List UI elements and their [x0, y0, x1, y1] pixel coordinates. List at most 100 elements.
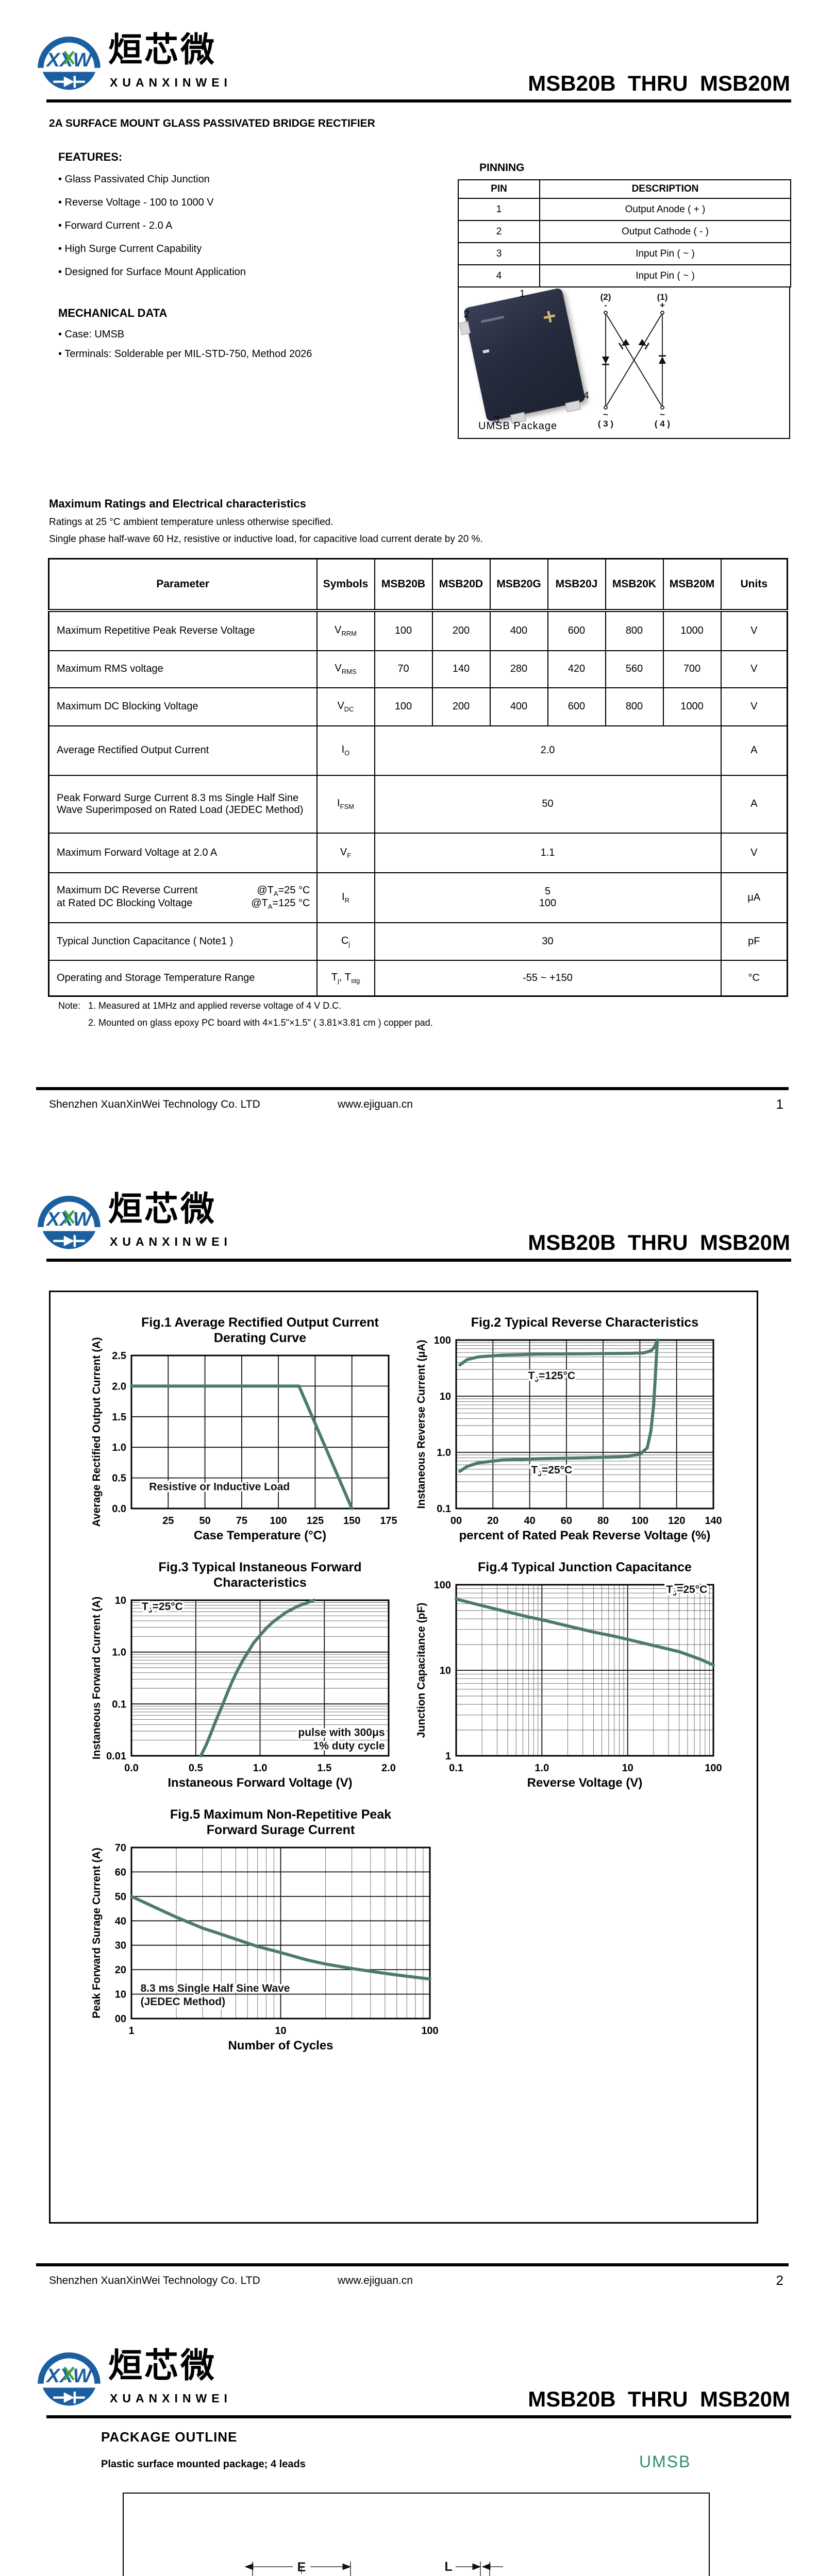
footer-url: www.ejiguan.cn — [338, 1098, 413, 1110]
svg-text:XXW: XXW — [45, 49, 93, 71]
footer-url: www.ejiguan.cn — [338, 2275, 413, 2286]
svg-text:150: 150 — [343, 1515, 360, 1527]
fig2-reverse-characteristics-chart: 00 20 40 60 80 100 120 140 0.1 1.0 10 100 Fig.2 Typi… — [412, 1311, 722, 1548]
svg-text:00: 00 — [115, 2013, 126, 2025]
svg-text:40: 40 — [115, 1916, 126, 1927]
mech-item: • Case: UMSB — [58, 329, 125, 340]
svg-text:100: 100 — [631, 1515, 648, 1527]
svg-text:1.0: 1.0 — [535, 1762, 549, 1774]
svg-text:2.0: 2.0 — [112, 1381, 126, 1392]
svg-text:10: 10 — [275, 2025, 286, 2037]
package-label: UMSB Package — [478, 420, 558, 432]
col-msb20d: MSB20D — [431, 558, 491, 612]
pinning-col-desc: DESCRIPTION — [539, 179, 791, 199]
feature-item: • Glass Passivated Chip Junction — [58, 174, 210, 185]
pin-desc: Output Anode ( + ) — [539, 198, 791, 221]
svg-text:10: 10 — [440, 1665, 451, 1676]
svg-text:10: 10 — [440, 1391, 451, 1402]
ratings-cond1: Ratings at 25 °C ambient temperature unl… — [49, 517, 333, 528]
note-line2: 2. Mounted on glass epoxy PC board with … — [88, 1018, 433, 1028]
svg-text:1: 1 — [445, 1751, 451, 1762]
table-row: Peak Forward Surge Current 8.3 ms Single… — [48, 774, 788, 834]
chip-plus-mark: + — [540, 303, 559, 331]
svg-text:100: 100 — [434, 1335, 451, 1346]
svg-text:25: 25 — [162, 1515, 174, 1527]
bridge-circuit-diagram: (2)- (1)+ ~( 3 ) ~( 4 ) — [598, 292, 670, 429]
pinning-heading: PINNING — [479, 162, 525, 174]
svg-text:Case Temperature (°C): Case Temperature (°C) — [194, 1529, 326, 1543]
header-rule — [46, 99, 791, 103]
svg-text:pulse with 300μs: pulse with 300μs — [298, 1727, 385, 1739]
table-row: Operating and Storage Temperature Range … — [48, 959, 788, 997]
svg-text:+: + — [660, 300, 665, 310]
svg-text:140: 140 — [705, 1515, 722, 1527]
footer-rule — [36, 2263, 789, 2266]
col-msb20k: MSB20K — [605, 558, 664, 612]
svg-text:E: E — [297, 2560, 306, 2574]
svg-text:125: 125 — [307, 1515, 324, 1527]
svg-text:100: 100 — [434, 1580, 451, 1591]
svg-text:1.5: 1.5 — [112, 1412, 126, 1423]
svg-text:TJ​=25°C: TJ​=25°C — [142, 1601, 183, 1614]
svg-text:Fig.3 Typical Instaneous Forw: Fig.3 Typical Instaneous Forward — [158, 1560, 361, 1574]
mech-item: • Terminals: Solderable per MIL-STD-750,… — [58, 348, 312, 360]
fig4-junction-capacitance-chart: 0.1 1.0 10 100 1 10 100 Fig.4 Typical Junction … — [412, 1556, 722, 1795]
chip-lead — [459, 321, 471, 335]
svg-text:Fig.1 Average Rectified Outpu: Fig.1 Average Rectified Output Current — [141, 1315, 379, 1330]
doc-title: MSB20B THRU MSB20M — [528, 71, 790, 95]
brand-logo: XXW 烜芯微 XUANXINWEI — [36, 1188, 325, 1260]
svg-text:L: L — [444, 2560, 452, 2574]
svg-text:1% duty cycle: 1% duty cycle — [313, 1740, 385, 1752]
pin-desc: Input Pin ( ~ ) — [539, 264, 791, 287]
svg-text:Forward Surage Current: Forward Surage Current — [207, 1823, 355, 1837]
svg-text:Peak Forward Surage Current (A: Peak Forward Surage Current (A) — [91, 1848, 103, 2018]
svg-text:Resistive or Inductive Load: Resistive or Inductive Load — [149, 1481, 290, 1493]
svg-text:120: 120 — [668, 1515, 685, 1527]
svg-text:(JEDEC Method): (JEDEC Method) — [141, 1996, 226, 2008]
chip-minus-mark: - — [479, 335, 493, 364]
brand-name-en: XUANXINWEI — [110, 76, 232, 89]
svg-text:0.01: 0.01 — [106, 1751, 126, 1762]
svg-text:100: 100 — [421, 2025, 438, 2037]
pin-number: 4 — [458, 264, 540, 287]
svg-text:0.0: 0.0 — [124, 1762, 139, 1774]
brand-logo-icon: XXW — [38, 31, 101, 92]
svg-text:Fig.2 Typical Reverse Charact: Fig.2 Typical Reverse Characteristics — [471, 1315, 698, 1330]
brand-name-en: XUANXINWEI — [110, 2392, 232, 2405]
svg-text:60: 60 — [115, 1867, 126, 1878]
svg-text:1: 1 — [128, 2025, 134, 2037]
svg-text:Number of Cycles: Number of Cycles — [228, 2039, 333, 2053]
svg-text:8.3 ms Single Half Sine Wave: 8.3 ms Single Half Sine Wave — [141, 1982, 290, 1994]
svg-text:2.5: 2.5 — [112, 1350, 126, 1362]
brand-name-zh: 烜芯微 — [108, 2346, 216, 2384]
pinning-col-pin: PIN — [458, 179, 540, 199]
fig5-surge-current-chart: 1 10 100 00 10 20 30 40 50 60 70 Fig.5 Maximum Non-… — [88, 1803, 439, 2058]
svg-text:0.5: 0.5 — [189, 1762, 203, 1774]
photo-pin1-label: 1 — [520, 289, 525, 299]
mechanical-data-heading: MECHANICAL DATA — [58, 307, 168, 319]
table-row: Maximum Repetitive Peak Reverse Voltage … — [48, 609, 788, 651]
table-row: Maximum Forward Voltage at 2.0 A VF 1.1 … — [48, 832, 788, 873]
svg-text:0.5: 0.5 — [112, 1473, 126, 1484]
photo-pin3-label: 3 — [494, 414, 499, 425]
svg-text:( 3 ): ( 3 ) — [598, 419, 613, 429]
svg-text:70: 70 — [115, 1842, 126, 1854]
svg-text:50: 50 — [199, 1515, 210, 1527]
svg-text:~: ~ — [660, 410, 665, 419]
pin-number: 3 — [458, 242, 540, 265]
svg-text:20: 20 — [115, 1964, 126, 1976]
svg-text:1.0: 1.0 — [112, 1442, 126, 1453]
brand-logo-icon: XXW — [38, 1190, 101, 1251]
photo-pin2-label: 2 — [464, 309, 470, 320]
svg-text:1.0: 1.0 — [437, 1447, 451, 1459]
package-outline-drawing: E b D L e C A ∠ALL ROUND E1 ≡ V Ⓜ A — [244, 2560, 503, 2576]
fig1-derating-curve-chart: 25 50 75 100 125 150 175 0.0 0.5 1.0 1.5 2.0 2.5 Fig.… — [88, 1311, 397, 1548]
brand-name-zh: 烜芯微 — [108, 1190, 216, 1228]
svg-text:Instaneous Forward Current (A): Instaneous Forward Current (A) — [91, 1597, 103, 1759]
svg-text:20: 20 — [487, 1515, 498, 1527]
package-name: UMSB — [639, 2452, 691, 2471]
svg-text:Instaneous Reverse Current (μA: Instaneous Reverse Current (μA) — [415, 1340, 427, 1509]
svg-text:175: 175 — [380, 1515, 397, 1527]
svg-text:30: 30 — [115, 1940, 126, 1952]
footer-company: Shenzhen XuanXinWei Technology Co. LTD — [49, 2275, 260, 2286]
